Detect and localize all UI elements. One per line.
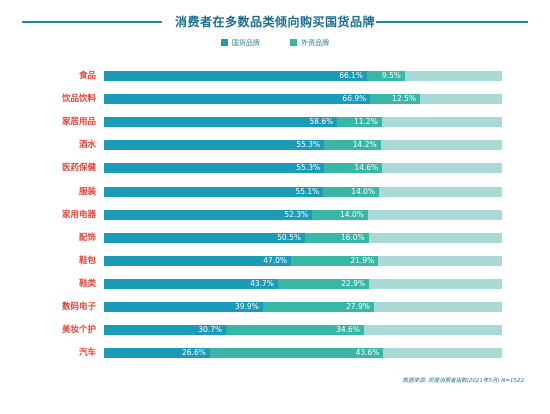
value-label-domestic: 55.3% (296, 140, 321, 150)
category-label: 食品 (78, 71, 96, 81)
bar-foreign (367, 71, 405, 81)
category-label: 鞋包 (78, 255, 96, 266)
value-label-foreign: 11.2% (353, 117, 378, 127)
title-rule-left (22, 21, 162, 23)
legend-label-foreign: 外资品牌 (301, 39, 330, 47)
value-label-foreign: 12.5% (392, 94, 416, 104)
value-label-domestic: 66.1% (339, 71, 364, 80)
value-label-domestic: 55.1% (295, 186, 320, 196)
legend: 国货品牌 外资品牌 (0, 38, 550, 48)
value-label-domestic: 26.6% (182, 348, 206, 358)
value-label-domestic: 47.0% (263, 255, 288, 265)
bar-domestic (104, 232, 305, 243)
value-label-foreign: 14.0% (340, 209, 364, 219)
value-label-domestic: 43.7% (250, 278, 274, 288)
legend-swatch-foreign (290, 39, 298, 46)
category-label: 家用电器 (61, 209, 96, 220)
value-label-foreign: 14.6% (354, 163, 379, 173)
value-label-foreign: 16.0% (340, 232, 365, 242)
bar-foreign (324, 163, 383, 174)
legend-item-domestic: 国货品牌 (220, 38, 260, 48)
title-rule-right (376, 21, 528, 23)
category-label: 服装 (78, 186, 96, 197)
bar-domestic (104, 71, 368, 81)
bar-foreign (324, 140, 381, 151)
bar-foreign (312, 209, 368, 220)
bar-foreign (304, 232, 369, 243)
bar-domestic (104, 302, 263, 312)
legend-label-domestic: 国货品牌 (231, 39, 260, 47)
bar-domestic (104, 278, 278, 289)
legend-item-foreign: 外资品牌 (290, 38, 329, 48)
bar-foreign (262, 302, 374, 312)
value-label-domestic: 55.3% (296, 163, 321, 173)
bar-foreign (370, 94, 420, 105)
bar-foreign (209, 348, 384, 359)
category-label: 配饰 (78, 232, 96, 243)
bar-foreign (226, 325, 364, 336)
bar-foreign (323, 186, 380, 197)
bar-domestic (104, 348, 210, 359)
bar-domestic (104, 255, 292, 266)
category-label: 数码电子 (61, 302, 96, 312)
bar-domestic (104, 163, 325, 174)
category-label: 医药保健 (61, 163, 96, 174)
value-label-foreign: 14.0% (351, 186, 376, 196)
value-label-domestic: 52.3% (284, 209, 309, 219)
value-label-domestic: 30.7% (198, 325, 223, 335)
bar-domestic (104, 117, 338, 128)
value-label-foreign: 27.9% (346, 302, 370, 311)
category-label: 鞋类 (78, 278, 96, 289)
category-label: 美妆个护 (61, 325, 96, 336)
bar-foreign (277, 278, 370, 289)
legend-swatch-domestic (220, 39, 228, 46)
bar-domestic (104, 140, 325, 151)
category-label: 汽车 (78, 348, 96, 359)
value-label-domestic: 66.9% (342, 94, 367, 104)
value-label-foreign: 22.9% (341, 278, 366, 288)
bar-domestic (104, 325, 227, 336)
category-label: 酒水 (78, 140, 96, 151)
bar-domestic (104, 94, 371, 105)
source-note: 数据来源: 凯度消费者指数(2021年3月) N=1522 (402, 378, 524, 384)
bar-foreign (291, 255, 379, 266)
category-label: 饮品饮料 (61, 94, 96, 105)
value-label-foreign: 14.2% (352, 140, 377, 150)
chart-title: 消费者在多数品类倾向购买国货品牌 (174, 15, 375, 29)
bar-domestic (104, 209, 313, 220)
category-label: 家居用品 (61, 117, 96, 128)
bar-foreign (337, 117, 382, 128)
value-label-foreign: 21.9% (350, 255, 375, 265)
bar-domestic (104, 186, 324, 197)
value-label-foreign: 43.6% (355, 348, 380, 358)
value-label-foreign: 9.5% (381, 71, 401, 80)
value-label-domestic: 50.5% (277, 232, 301, 242)
value-label-domestic: 39.9% (234, 302, 259, 311)
value-label-domestic: 58.6% (309, 117, 334, 127)
value-label-foreign: 34.6% (336, 325, 360, 335)
